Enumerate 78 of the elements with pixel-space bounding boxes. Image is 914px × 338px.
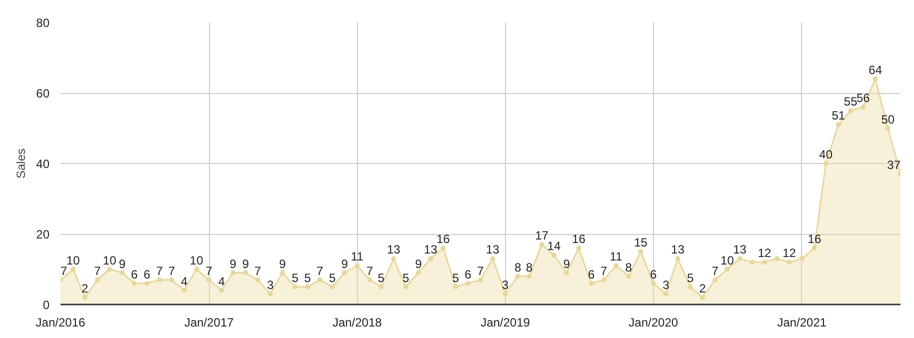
x-tick-label: Jan/2017 [184,316,234,330]
data-label: 5 [292,270,299,285]
data-label: 7 [254,264,262,278]
x-tick-label: Jan/2016 [36,316,86,330]
data-label: 9 [415,256,422,271]
data-label: 7 [316,264,324,278]
data-label: 13 [386,242,401,257]
y-tick-label: 80 [36,16,50,30]
data-label: 16 [808,232,822,246]
data-label: 13 [486,242,500,257]
data-label: 7 [156,264,164,278]
data-label: 7 [712,264,719,278]
data-label: 17 [535,228,549,243]
data-label: 10 [66,253,80,268]
data-label: 56 [856,91,870,106]
y-axis-title: Sales [14,148,28,179]
data-label: 5 [304,270,312,285]
data-label: 8 [625,260,632,274]
data-label: 6 [464,267,472,282]
data-label: 14 [547,239,561,254]
data-label: 13 [671,242,685,257]
data-label: 8 [526,260,533,274]
data-label: 50 [881,112,895,126]
x-tick-label: Jan/2018 [332,316,382,330]
data-label: 51 [832,108,846,123]
data-label: 7 [60,264,68,278]
y-tick-label: 0 [42,298,50,312]
data-label: 7 [600,264,608,278]
data-label: 4 [218,274,226,288]
data-label: 16 [436,232,450,246]
y-tick-label: 20 [36,228,50,242]
data-label: 9 [242,256,250,271]
data-label: 13 [424,242,438,257]
data-label: 13 [733,242,747,257]
data-label: 16 [572,232,586,246]
data-label: 5 [402,270,410,285]
data-label: 12 [782,246,796,260]
data-label: 2 [699,281,706,296]
data-label: 6 [144,267,151,282]
data-label: 10 [720,253,734,268]
data-label: 11 [610,250,623,264]
data-label: 7 [477,264,484,278]
x-tick-label: Jan/2020 [628,316,678,330]
data-label: 7 [168,264,176,278]
data-label: 5 [329,270,336,285]
data-label: 6 [588,267,595,282]
data-label: 37 [887,158,901,172]
x-tick-label: Jan/2021 [777,316,827,330]
data-label: 6 [131,267,138,282]
data-label: 2 [82,281,89,296]
data-label: 9 [118,256,126,271]
data-label: 3 [266,278,274,292]
y-tick-label: 60 [36,86,50,100]
data-label: 7 [94,264,102,278]
data-label: 40 [819,148,833,162]
data-label: 10 [102,253,117,268]
data-label: 3 [662,278,670,292]
data-label: 9 [563,256,570,271]
data-label: 10 [190,253,204,268]
data-label: 11 [350,250,364,264]
data-label: 64 [868,62,882,77]
data-label: 9 [341,256,348,271]
data-label: 9 [279,256,286,271]
data-label: 7 [206,264,213,278]
data-label: 55 [844,94,858,109]
data-label: 6 [650,267,658,282]
data-label: 5 [378,270,385,285]
data-label: 8 [514,260,522,274]
data-label: 15 [634,236,648,250]
data-label: 4 [180,274,188,288]
data-label: 12 [758,246,772,260]
x-tick-label: Jan/2019 [480,316,530,330]
data-label: 5 [686,270,694,285]
data-label: 7 [366,264,374,278]
data-label: 9 [230,256,237,271]
data-label: 3 [502,278,509,292]
y-tick-label: 40 [36,157,50,171]
data-label: 5 [452,270,460,285]
